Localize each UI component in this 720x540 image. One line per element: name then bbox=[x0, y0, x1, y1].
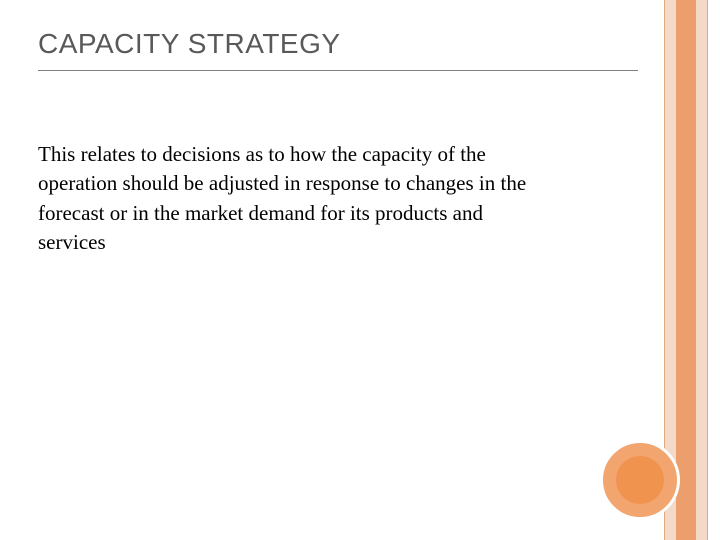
page-title: CAPACITY STRATEGY bbox=[38, 28, 341, 60]
slide: CAPACITY STRATEGY This relates to decisi… bbox=[0, 0, 720, 540]
decor-stripe-inner bbox=[676, 0, 696, 540]
title-underline bbox=[38, 70, 638, 71]
body-paragraph: This relates to decisions as to how the … bbox=[38, 140, 538, 258]
decor-circle-inner bbox=[616, 456, 664, 504]
